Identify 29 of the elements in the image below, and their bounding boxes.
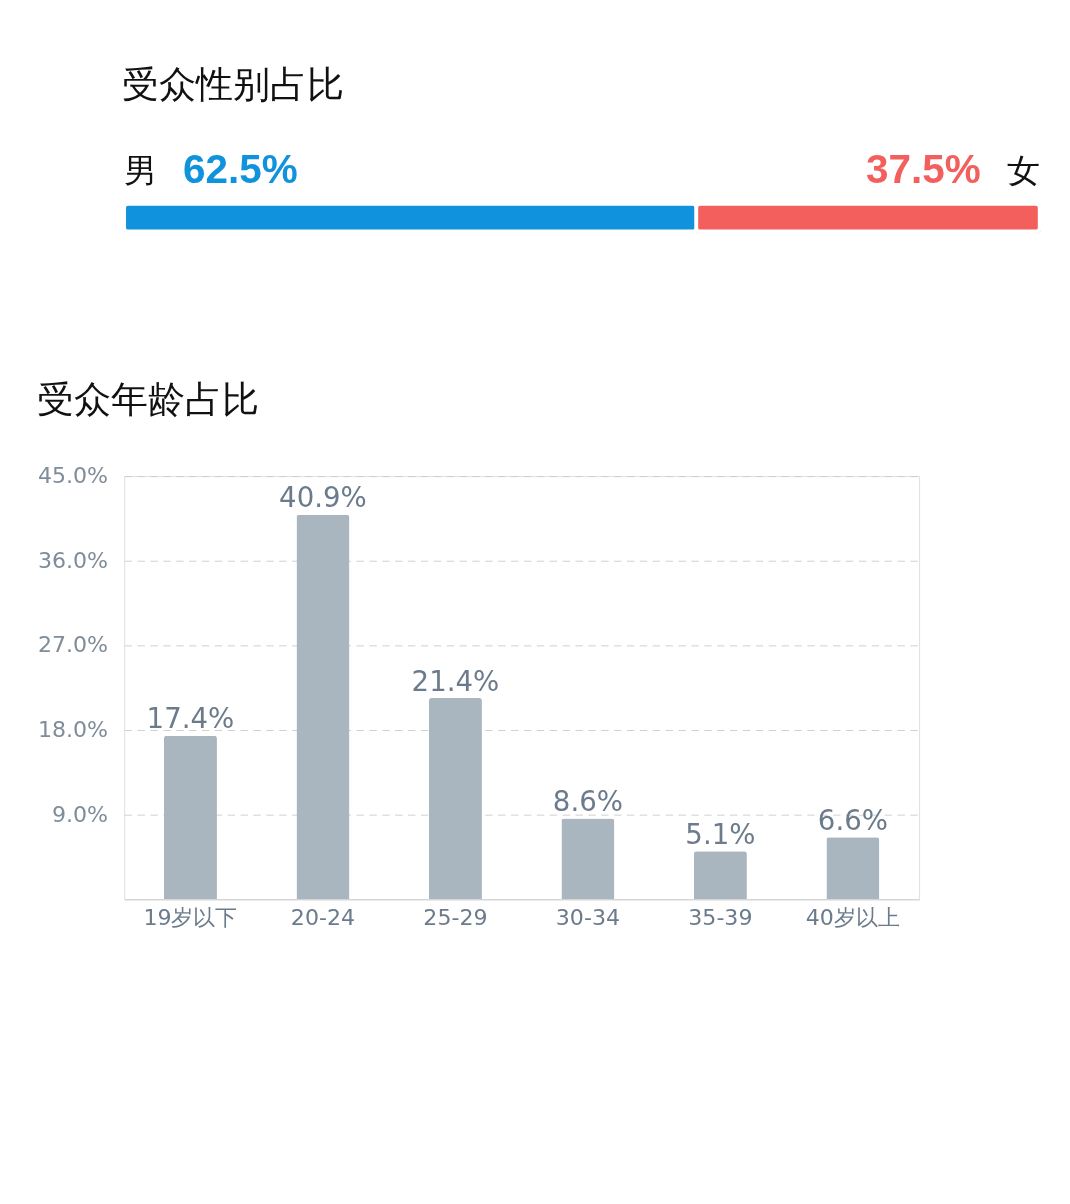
data-label: 6.6% [817,803,888,837]
y-tick-label: 27.0% [37,632,109,658]
data-label: 21.4% [411,664,500,698]
chart-title: 受众性别占比 [122,63,345,107]
x-tick-label: 35-39 [688,904,753,930]
x-tick-label: 30-34 [555,904,620,930]
series-label: 男 [124,150,158,190]
chart-title: 受众年龄占比 [37,377,260,421]
y-tick-label: 9.0% [52,801,109,827]
bar [296,514,350,900]
x-tick-label: 20-24 [290,904,356,930]
bar [163,735,217,900]
y-tick-label: 36.0% [37,547,109,573]
data-label: 17.4% [146,702,235,736]
bar [693,851,747,900]
bar [428,698,482,900]
x-tick-label: 25-29 [423,904,488,930]
bar [826,837,880,900]
data-label: 62.5% [183,145,298,192]
data-label: 8.6% [552,785,623,819]
x-tick-label: 19岁以下 [143,904,238,930]
data-label: 5.1% [685,818,756,852]
y-tick-label: 18.0% [37,716,109,742]
x-tick-label: 40岁以上 [805,904,900,930]
bar [561,818,615,900]
data-label: 37.5% [866,145,981,192]
series-label: 女 [1006,150,1040,190]
data-label: 40.9% [279,481,367,515]
y-tick-label: 45.0% [37,463,109,489]
